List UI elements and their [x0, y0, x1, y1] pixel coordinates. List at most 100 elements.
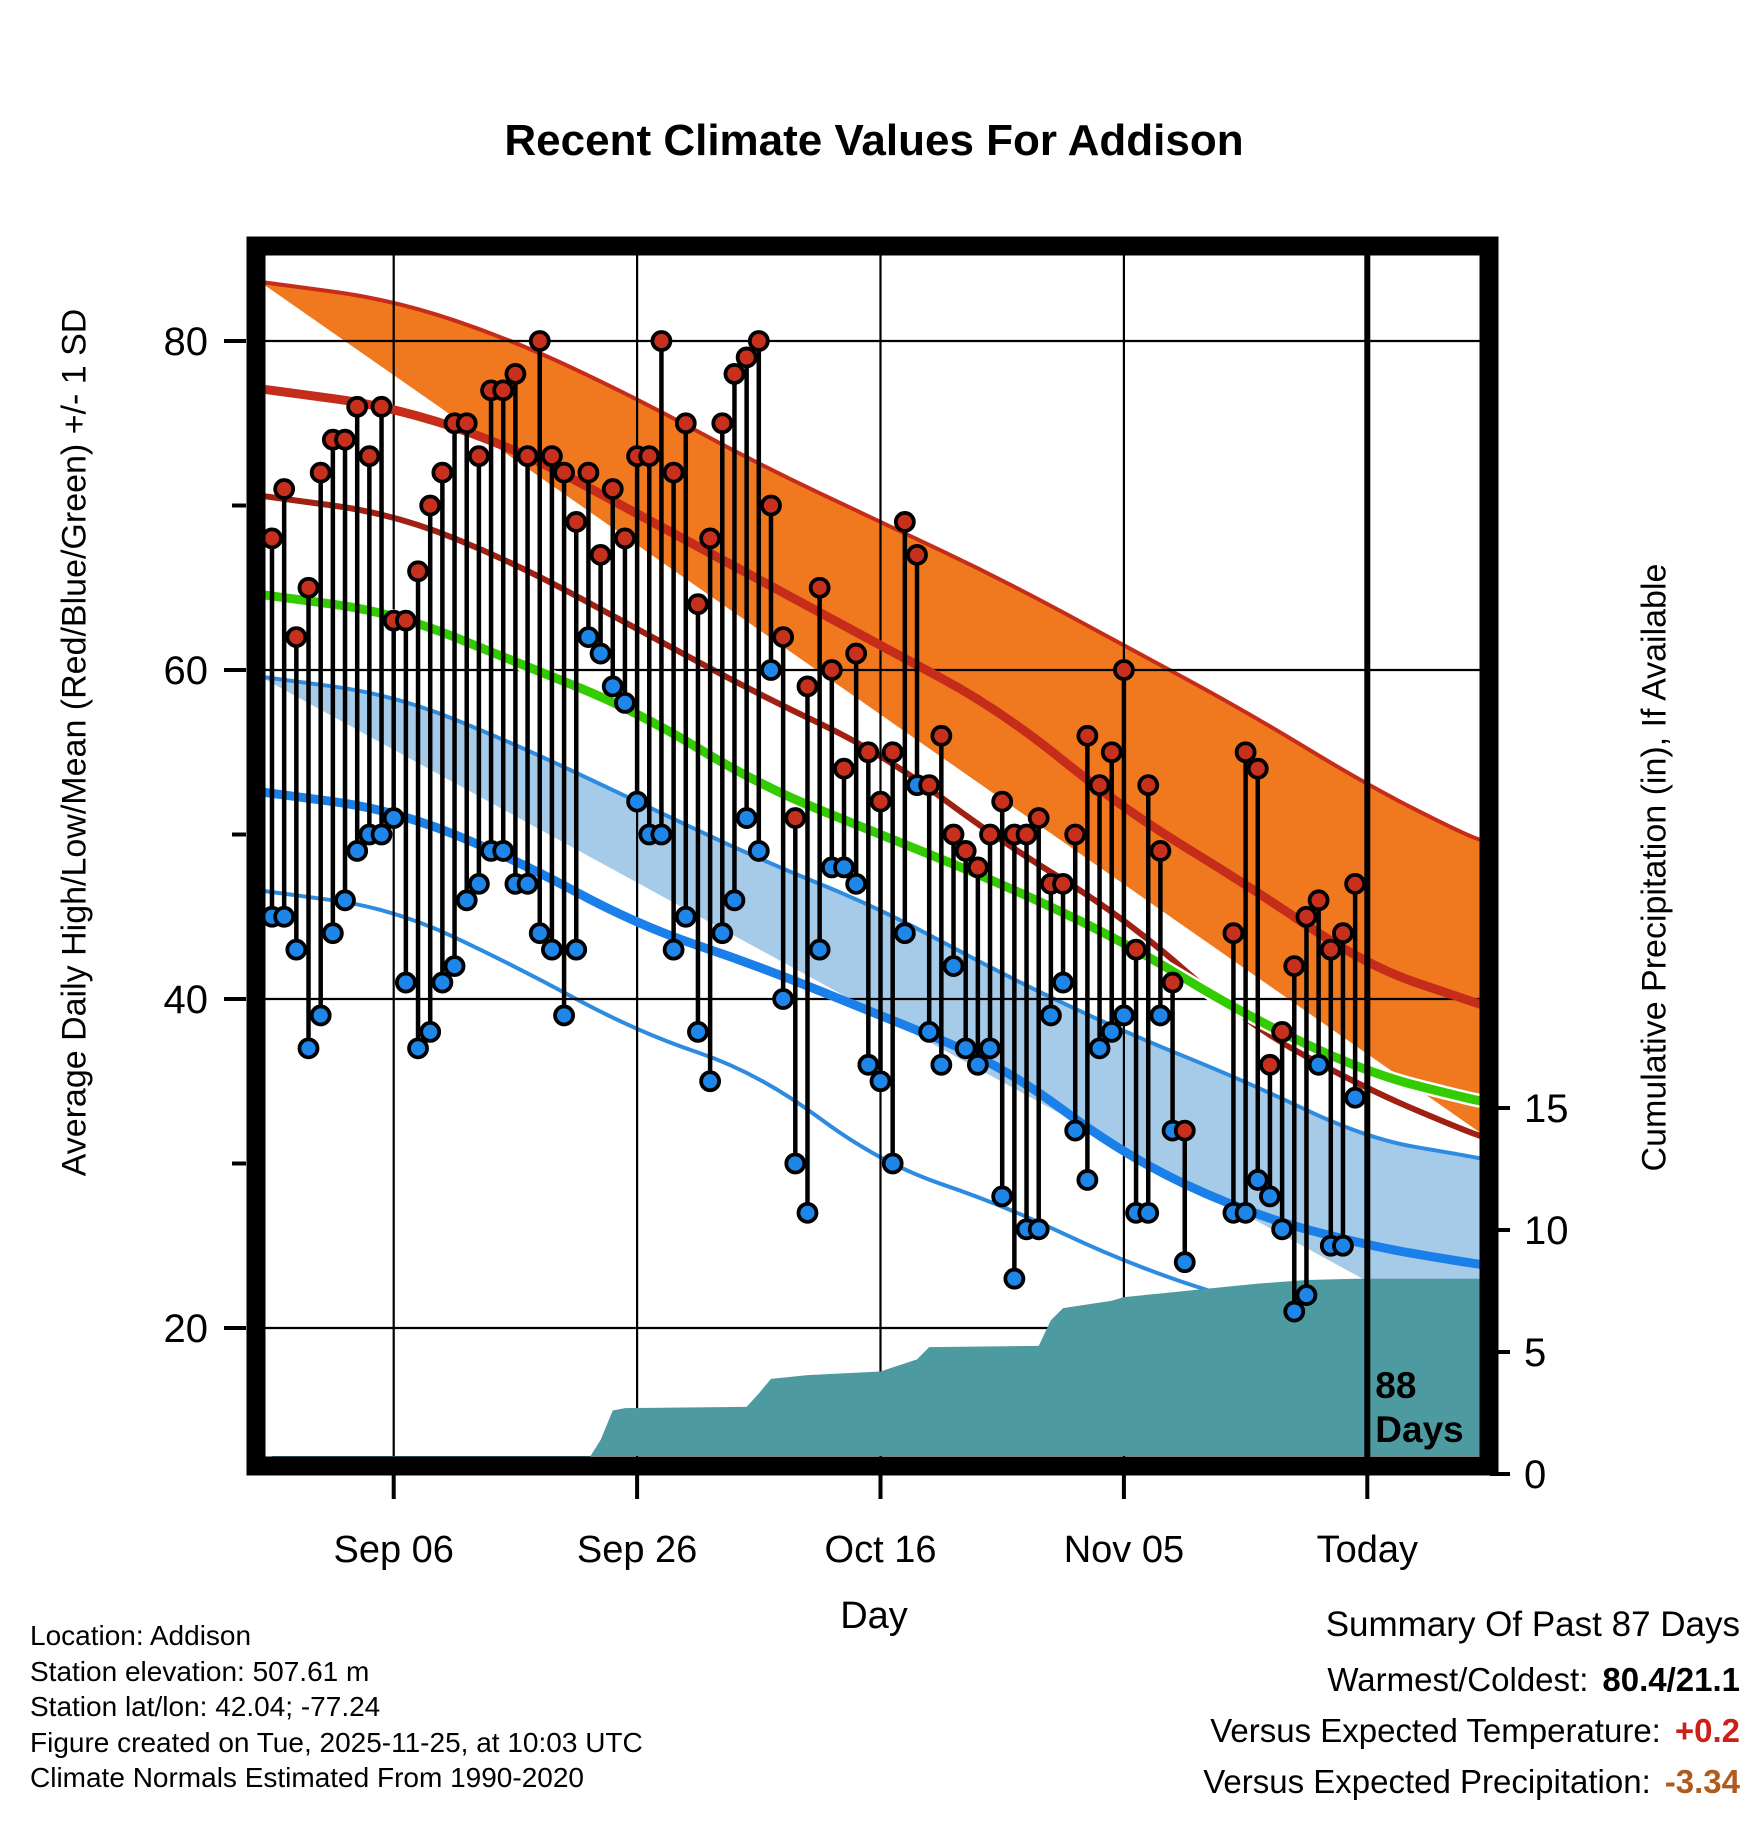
- daily-low-dot: [1246, 1169, 1269, 1191]
- daily-low-dot: [662, 938, 685, 961]
- summary-value-vs-temperature: +0.2: [1674, 1712, 1740, 1749]
- daily-high-dot: [589, 543, 612, 566]
- daily-low-dot: [1271, 1218, 1294, 1241]
- daily-high-dot: [1161, 971, 1184, 994]
- daily-low-dot: [1283, 1300, 1306, 1323]
- y-left-tick-label: 80: [164, 320, 209, 364]
- daily-high-dot: [918, 774, 941, 797]
- daily-high-dot: [845, 642, 868, 665]
- daily-high-dot: [273, 478, 296, 500]
- plot-frame: [246, 236, 1499, 1476]
- daily-high-dot: [504, 362, 527, 385]
- daily-low-dot: [589, 642, 612, 665]
- summary-label: Warmest/Coldest:: [1327, 1661, 1589, 1698]
- daily-low-dot: [772, 988, 795, 1010]
- daily-low-dot: [601, 675, 624, 698]
- daily-high-dot: [346, 395, 369, 418]
- daily-high-dot: [431, 461, 454, 484]
- info-created: Figure created on Tue, 2025-11-25, at 10…: [30, 1726, 643, 1758]
- daily-high-dot: [1052, 872, 1074, 895]
- daily-high-dot: [1173, 1119, 1196, 1142]
- daily-low-dot: [845, 872, 868, 895]
- daily-low-dot: [431, 971, 454, 994]
- info-location: Location: Addison: [30, 1620, 252, 1651]
- daily-low-dot: [419, 1021, 442, 1043]
- daily-high-dot: [662, 461, 685, 484]
- daily-low-dot: [285, 938, 308, 961]
- daily-low-dot: [626, 790, 648, 813]
- summary-heading: Summary Of Past 87 Days: [1325, 1605, 1740, 1644]
- daily-high-dot: [820, 659, 843, 681]
- daily-high-dot: [857, 741, 880, 764]
- daily-high-dot: [309, 461, 332, 484]
- daily-high-dot: [699, 527, 722, 550]
- daily-high-dot: [1332, 922, 1354, 945]
- daily-low-dot: [979, 1037, 1001, 1060]
- daily-high-dot: [1307, 889, 1330, 912]
- daily-high-dot: [528, 330, 551, 352]
- daily-low-dot: [711, 922, 734, 945]
- daily-low-dot: [942, 955, 965, 977]
- daily-high-dot: [553, 461, 575, 484]
- y-left-tick-label: 60: [164, 649, 209, 693]
- daily-low-dot: [954, 1037, 977, 1060]
- daily-low-dot: [735, 807, 758, 829]
- daily-low-dot: [273, 905, 296, 928]
- daily-low-dot: [1088, 1037, 1111, 1060]
- daily-high-dot: [1259, 1053, 1281, 1076]
- daily-low-dot: [455, 889, 478, 912]
- daily-high-dot: [942, 823, 965, 846]
- daily-high-dot: [906, 543, 928, 566]
- daily-high-dot: [687, 593, 709, 616]
- info-elevation: Station elevation: 507.61 m: [30, 1655, 370, 1687]
- daily-low-dot: [309, 1004, 332, 1027]
- daily-high-dot: [265, 527, 283, 550]
- daily-high-dot: [1344, 872, 1367, 895]
- daily-high-dot: [674, 412, 697, 435]
- daily-high-dot: [1088, 774, 1111, 797]
- daily-high-dot: [954, 840, 977, 862]
- daily-high-dot: [1234, 741, 1257, 764]
- daily-high-dot: [467, 445, 490, 468]
- daily-low-dot: [1332, 1234, 1354, 1257]
- daily-low-dot: [467, 872, 490, 895]
- daily-high-dot: [650, 330, 673, 352]
- daily-high-dot: [1100, 741, 1123, 764]
- daily-low-dot: [541, 938, 563, 961]
- daily-high-dot: [334, 428, 356, 451]
- y-right-tick-label: 10: [1524, 1209, 1569, 1253]
- daily-high-dot: [1246, 757, 1269, 780]
- daily-high-dot: [991, 790, 1014, 813]
- daily-low-dot: [370, 823, 393, 846]
- daily-high-dot: [747, 330, 770, 352]
- daily-low-dot: [565, 938, 588, 961]
- daily-low-dot: [1234, 1201, 1257, 1224]
- daily-high-dot: [772, 626, 795, 648]
- summary-label: Versus Expected Temperature:: [1210, 1712, 1661, 1749]
- daily-low-dot: [1295, 1284, 1318, 1306]
- daily-low-dot: [1307, 1053, 1330, 1076]
- days-count-annotation: 88: [1375, 1365, 1416, 1406]
- daily-high-dot: [966, 856, 989, 879]
- daily-high-dot: [1137, 774, 1160, 797]
- daily-low-dot: [869, 1070, 892, 1093]
- daily-low-dot: [492, 840, 515, 862]
- daily-low-dot: [747, 840, 770, 862]
- y-left-tick-label: 40: [164, 978, 209, 1022]
- daily-low-dot: [699, 1070, 722, 1093]
- daily-high-dot: [541, 445, 563, 468]
- daily-high-dot: [1271, 1021, 1294, 1043]
- daily-low-dot: [614, 692, 636, 714]
- daily-high-dot: [419, 494, 442, 517]
- x-axis-label: Day: [840, 1595, 908, 1637]
- chart-title: Recent Climate Values For Addison: [504, 116, 1244, 165]
- daily-low-dot: [796, 1201, 819, 1224]
- x-tick-label: Sep 26: [577, 1529, 697, 1571]
- daily-low-dot: [918, 1021, 941, 1043]
- daily-low-dot: [930, 1053, 953, 1076]
- daily-low-dot: [833, 856, 855, 879]
- daily-high-dot: [869, 790, 892, 813]
- daily-low-dot: [443, 955, 466, 977]
- daily-low-dot: [528, 922, 551, 945]
